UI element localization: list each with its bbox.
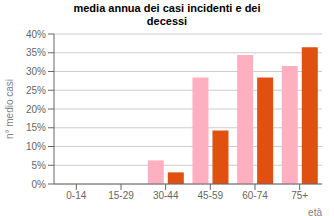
html-text:decessi: decessi: [146, 15, 188, 27]
html-text:media annua dei casi incidenti: media annua dei casi incidenti e dei: [73, 2, 261, 14]
svg-text:n° medio casi: n° medio casi: [8, 79, 15, 139]
svg-text:15%: 15%: [26, 122, 46, 133]
svg-text:20%: 20%: [26, 104, 46, 115]
svg-text:0-14: 0-14: [66, 190, 86, 201]
svg-text:5%: 5%: [32, 160, 47, 171]
svg-text:30-44: 30-44: [153, 190, 179, 201]
svg-text:30%: 30%: [26, 66, 46, 77]
svg-text:15-29: 15-29: [108, 190, 134, 201]
svg-text:35%: 35%: [26, 47, 46, 58]
svg-text:0%: 0%: [32, 179, 47, 190]
svg-text:età: età: [308, 207, 322, 216]
svg-text:60-74: 60-74: [242, 190, 268, 201]
svg-text:45-59: 45-59: [198, 190, 224, 201]
svg-text:25%: 25%: [26, 85, 46, 96]
svg-text:40%: 40%: [26, 29, 46, 40]
svg-text:75+: 75+: [291, 190, 308, 201]
svg-text:10%: 10%: [26, 141, 46, 152]
